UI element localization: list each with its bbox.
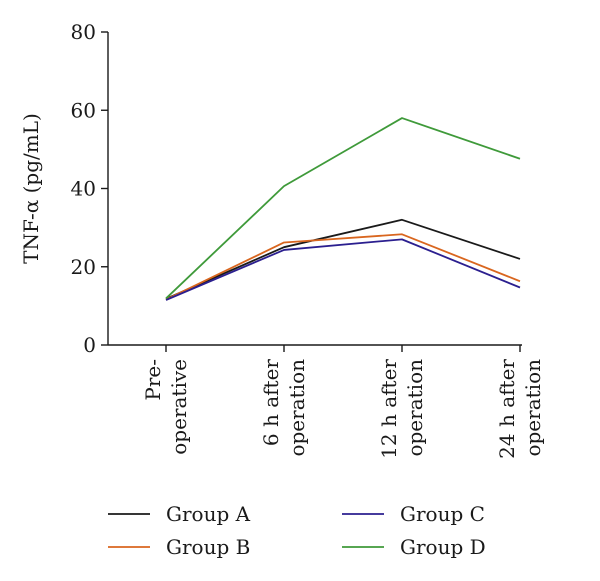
x-tick-label-line: 24 h after (495, 359, 519, 459)
x-tick-label-line: operation (521, 359, 545, 457)
legend-label: Group C (400, 502, 485, 526)
y-tick-label: 20 (71, 255, 96, 279)
x-tick-label-line: operation (285, 359, 309, 457)
x-axis: Pre-operative 6 h after operation 12 h afte… (108, 344, 545, 459)
x-tick-label: 6 h after operation (259, 359, 309, 457)
legend-item-group-d: Group D (342, 535, 486, 559)
series-line-group-a (165, 218, 521, 300)
x-tick-label-line: 12 h after (377, 359, 401, 459)
series-lines (165, 117, 521, 301)
legend-item-group-b: Group B (108, 535, 250, 559)
y-tick-label: 80 (71, 20, 96, 44)
legend-label: Group A (166, 502, 251, 526)
y-tick-label: 60 (71, 98, 96, 122)
x-tick-label-line: operation (403, 359, 427, 457)
series-line-group-d (165, 117, 521, 300)
legend: Group A Group B Group C Group D (108, 502, 486, 559)
series-line-group-b (165, 233, 521, 301)
legend-label: Group D (400, 535, 486, 559)
x-tick-label: 24 h after operation (495, 359, 545, 459)
x-tick-label-line: 6 h after (259, 359, 283, 447)
series-line-group-c (165, 238, 521, 301)
y-tick-label: 40 (71, 177, 96, 201)
x-tick-label: 12 h after operation (377, 359, 427, 459)
legend-item-group-a: Group A (108, 502, 251, 526)
x-tick-label: Pre-operative (141, 359, 191, 455)
y-tick-label: 0 (83, 333, 96, 357)
x-tick-label-line: operative (167, 359, 191, 455)
x-tick-label-line: Pre- (141, 359, 165, 401)
legend-label: Group B (166, 535, 250, 559)
y-axis-label: TNF-α (pg/mL) (19, 113, 43, 264)
legend-item-group-c: Group C (342, 502, 485, 526)
y-axis: 0 20 40 60 80 (71, 20, 109, 357)
